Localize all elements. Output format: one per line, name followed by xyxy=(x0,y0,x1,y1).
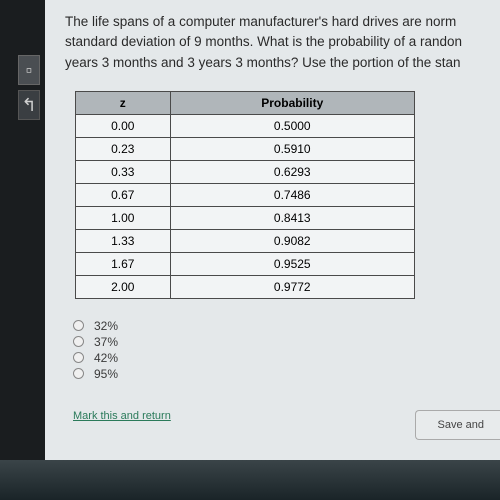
save-and-continue-button[interactable]: Save and xyxy=(415,410,500,440)
table-row: 1.330.9082 xyxy=(76,229,415,252)
option-d[interactable]: 95% xyxy=(73,367,500,381)
option-label: 37% xyxy=(94,335,118,349)
radio-icon xyxy=(73,320,84,331)
answer-options: 32% 37% 42% 95% xyxy=(73,319,500,381)
table-row: 0.330.6293 xyxy=(76,160,415,183)
table-row: 0.230.5910 xyxy=(76,137,415,160)
sidebar-tab-1[interactable]: ▫ xyxy=(18,55,40,85)
sidebar-tab-2[interactable]: ↰ xyxy=(18,90,40,120)
bottom-bar xyxy=(0,460,500,500)
mark-and-return-link[interactable]: Mark this and return xyxy=(73,410,171,422)
question-line-3: years 3 months and 3 years 3 months? Use… xyxy=(65,55,460,70)
option-label: 32% xyxy=(94,319,118,333)
radio-icon xyxy=(73,368,84,379)
tab-icon: ▫ xyxy=(19,56,39,84)
header-probability: Probability xyxy=(170,91,415,114)
table-header-row: z Probability xyxy=(76,91,415,114)
header-z: z xyxy=(76,91,171,114)
question-line-2: standard deviation of 9 months. What is … xyxy=(65,34,462,49)
table-row: 0.000.5000 xyxy=(76,114,415,137)
table-row: 2.000.9772 xyxy=(76,275,415,298)
table-row: 1.000.8413 xyxy=(76,206,415,229)
question-line-1: The life spans of a computer manufacture… xyxy=(65,14,456,29)
content-frame: The life spans of a computer manufacture… xyxy=(45,0,500,460)
radio-icon xyxy=(73,336,84,347)
option-label: 95% xyxy=(94,367,118,381)
table-row: 0.670.7486 xyxy=(76,183,415,206)
left-sidebar: ▫ ↰ xyxy=(0,0,45,500)
option-a[interactable]: 32% xyxy=(73,319,500,333)
table-row: 1.670.9525 xyxy=(76,252,415,275)
option-b[interactable]: 37% xyxy=(73,335,500,349)
option-c[interactable]: 42% xyxy=(73,351,500,365)
z-probability-table: z Probability 0.000.5000 0.230.5910 0.33… xyxy=(75,91,415,299)
question-text: The life spans of a computer manufacture… xyxy=(65,12,500,73)
radio-icon xyxy=(73,352,84,363)
back-arrow-icon: ↰ xyxy=(19,91,39,119)
option-label: 42% xyxy=(94,351,118,365)
